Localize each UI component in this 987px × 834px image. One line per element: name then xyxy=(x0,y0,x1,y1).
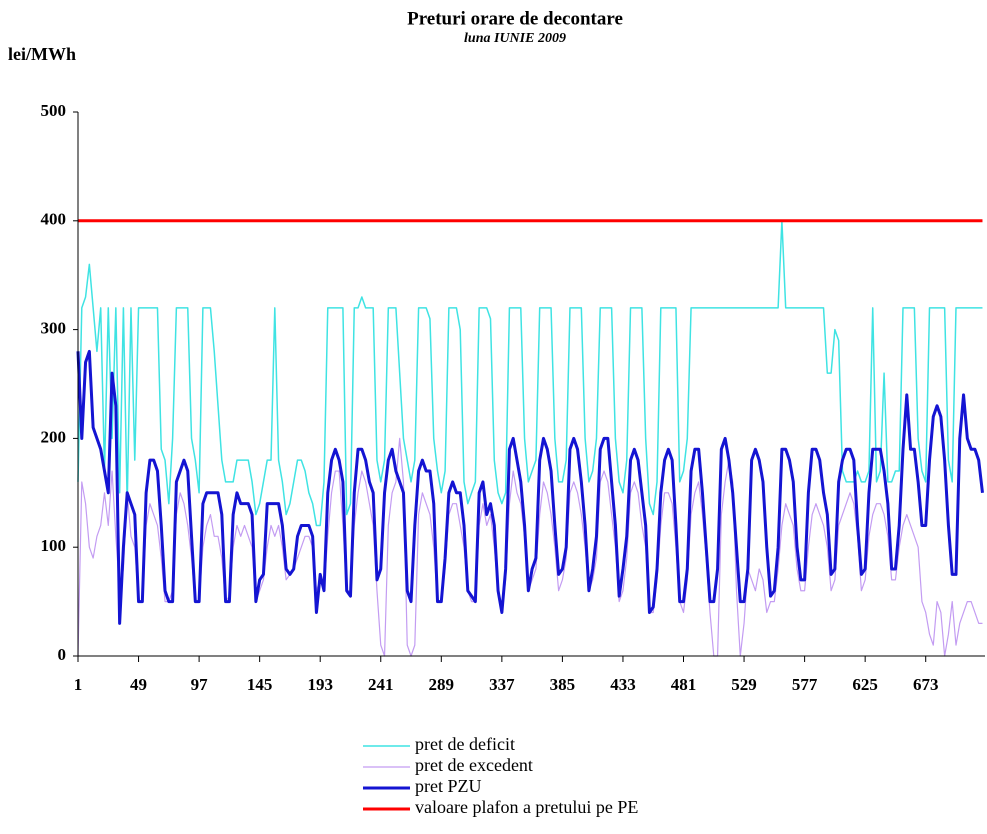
x-tick-label: 337 xyxy=(489,675,515,694)
chart-title: Preturi orare de decontare xyxy=(407,8,623,29)
x-tick-label: 529 xyxy=(731,675,757,694)
series-line xyxy=(77,437,983,657)
y-tick-label: 200 xyxy=(41,427,67,446)
x-tick-label: 241 xyxy=(368,675,394,694)
x-tick-label: 433 xyxy=(610,675,636,694)
series-line xyxy=(76,349,984,625)
y-tick-label: 500 xyxy=(41,101,67,120)
x-tick-label: 481 xyxy=(671,675,697,694)
y-tick-label: 100 xyxy=(41,536,67,555)
x-tick-label: 193 xyxy=(307,675,333,694)
x-tick-label: 97 xyxy=(191,675,209,694)
x-tick-label: 145 xyxy=(247,675,273,694)
legend-label: pret PZU xyxy=(415,776,482,796)
x-tick-label: 289 xyxy=(429,675,455,694)
x-tick-label: 385 xyxy=(550,675,576,694)
x-tick-label: 577 xyxy=(792,675,818,694)
legend-label: valoare plafon a pretului pe PE xyxy=(415,797,638,817)
legend-label: pret de deficit xyxy=(415,734,515,754)
y-tick-label: 0 xyxy=(58,645,67,664)
y-tick-label: 300 xyxy=(41,319,67,338)
x-tick-label: 49 xyxy=(130,675,147,694)
x-tick-label: 1 xyxy=(74,675,83,694)
series-line xyxy=(77,220,983,527)
y-axis-label: lei/MWh xyxy=(8,44,76,64)
legend-label: pret de excedent xyxy=(415,755,533,775)
x-tick-label: 673 xyxy=(913,675,939,694)
y-tick-label: 400 xyxy=(41,210,67,229)
x-tick-label: 625 xyxy=(852,675,878,694)
chart-subtitle: luna IUNIE 2009 xyxy=(464,31,566,46)
